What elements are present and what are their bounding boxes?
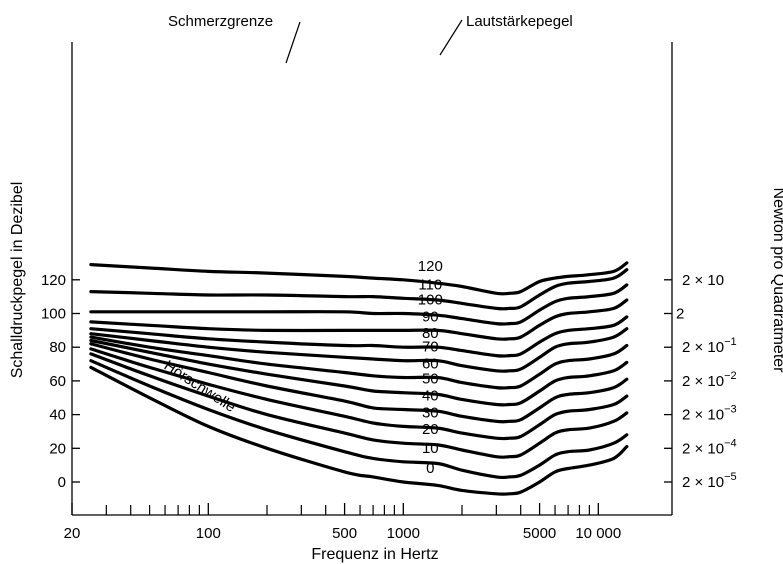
y2-tick-label: 2 × 10−2 xyxy=(682,370,737,390)
loudness-level-label: Lautstärkepegel xyxy=(466,13,573,30)
y-axis-title: Schalldruckpegel in Dezibel xyxy=(9,182,26,379)
curve-label-110: 110 xyxy=(418,276,442,293)
y-tick-label: 20 xyxy=(49,440,66,457)
pain-threshold-label: Schmerzgrenze xyxy=(168,13,273,30)
x-tick-label: 100 xyxy=(196,525,221,542)
curve-label-100: 100 xyxy=(418,292,443,309)
x-tick-label: 10 000 xyxy=(575,525,621,542)
loudness-curve-20 xyxy=(89,352,629,459)
curve-label-60: 60 xyxy=(422,356,439,373)
y2-tick-label: 2 × 10−5 xyxy=(682,471,737,491)
y2-tick-exponent: −4 xyxy=(724,437,737,449)
y2-tick-label: 2 × 10−1 xyxy=(682,336,737,356)
curve-label-90: 90 xyxy=(422,308,439,325)
curves xyxy=(89,261,629,496)
curve-label-120: 120 xyxy=(418,258,443,275)
loudness-curve-70 xyxy=(89,327,629,373)
axes xyxy=(71,42,673,516)
loudness-curve-50 xyxy=(89,338,629,407)
y-ticks: 0 20 40 60 80 100 120 xyxy=(41,272,80,491)
loudness-curve-30 xyxy=(89,347,629,441)
loudness-curve-40 xyxy=(89,342,629,424)
curve-label-40: 40 xyxy=(422,388,439,405)
y-tick-label: 0 xyxy=(58,474,66,491)
y-tick-label: 40 xyxy=(49,407,66,424)
loudness-level-pointer xyxy=(439,19,463,56)
y2-ticks: 2 × 10 2 2 × 10−1 2 × 10−2 2 × 10−3 2 × 10−4 2… xyxy=(664,272,737,491)
curve-label-30: 30 xyxy=(422,404,439,421)
curve-label-20: 20 xyxy=(422,421,439,438)
loudness-curve-90 xyxy=(89,298,629,341)
y2-tick-label: 2 × 10−4 xyxy=(682,437,737,457)
loudness-curve-120 xyxy=(89,261,629,296)
y2-tick-exponent: −1 xyxy=(724,336,737,348)
x-ticks: 20 100 500 1000 5000 10 000 xyxy=(64,503,621,542)
y-tick-label: 60 xyxy=(49,373,66,390)
curve-label-0: 0 xyxy=(426,460,434,477)
x-axis-title: Frequenz in Hertz xyxy=(311,546,438,563)
curve-label-70: 70 xyxy=(422,339,439,356)
loudness-curve-10 xyxy=(89,359,629,480)
y2-tick-label: 2 × 10 xyxy=(682,272,724,289)
y2-tick-exponent: −5 xyxy=(724,471,737,483)
y2-axis-title: Newton pro Quadratmeter xyxy=(770,188,783,374)
y-tick-label: 80 xyxy=(49,339,66,356)
pain-threshold-annotation: Schmerzgrenze xyxy=(168,13,301,64)
curve-label-10: 10 xyxy=(422,440,439,457)
curve-label-80: 80 xyxy=(422,325,439,342)
loudness-curve-60 xyxy=(89,335,629,390)
y-tick-label: 120 xyxy=(41,272,66,289)
pain-threshold-pointer xyxy=(285,21,301,64)
y-tick-label: 100 xyxy=(41,306,66,323)
x-tick-label: 500 xyxy=(332,525,357,542)
y2-tick-exponent: −2 xyxy=(724,370,737,382)
x-tick-label: 1000 xyxy=(387,525,420,542)
loudness-curve-110 xyxy=(89,268,629,311)
loudness-curve-0 xyxy=(89,365,629,496)
curve-label-50: 50 xyxy=(422,371,439,388)
loudness-level-annotation: Lautstärkepegel xyxy=(439,13,573,56)
loudness-curve-100 xyxy=(89,283,629,326)
x-tick-label: 20 xyxy=(64,525,81,542)
y2-tick-label: 2 × 10−3 xyxy=(682,404,737,424)
y2-tick-exponent: −3 xyxy=(724,404,737,416)
x-tick-label: 5000 xyxy=(523,525,556,542)
y2-tick-label: 2 xyxy=(676,306,684,323)
loudness-curve-80 xyxy=(89,315,629,358)
